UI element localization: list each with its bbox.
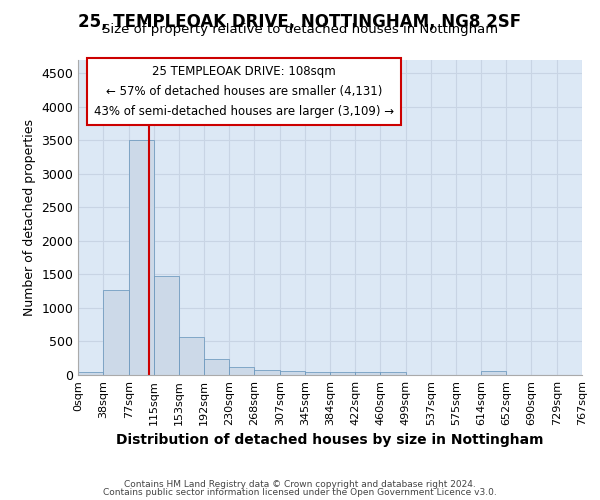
Bar	[280, 372, 305, 375]
Bar	[154, 276, 179, 375]
Text: Contains public sector information licensed under the Open Government Licence v3: Contains public sector information licen…	[103, 488, 497, 497]
Y-axis label: Number of detached properties: Number of detached properties	[23, 119, 36, 316]
Bar	[380, 372, 406, 375]
Bar	[355, 372, 380, 375]
Text: Contains HM Land Registry data © Crown copyright and database right 2024.: Contains HM Land Registry data © Crown c…	[124, 480, 476, 489]
Bar	[103, 290, 128, 375]
Bar	[254, 370, 280, 375]
Text: Size of property relative to detached houses in Nottingham: Size of property relative to detached ho…	[102, 22, 498, 36]
Bar	[229, 368, 254, 375]
Bar	[481, 372, 506, 375]
Bar	[204, 359, 229, 375]
X-axis label: Distribution of detached houses by size in Nottingham: Distribution of detached houses by size …	[116, 434, 544, 448]
Text: 25 TEMPLEOAK DRIVE: 108sqm
← 57% of detached houses are smaller (4,131)
43% of s: 25 TEMPLEOAK DRIVE: 108sqm ← 57% of deta…	[94, 64, 394, 118]
Bar	[305, 372, 331, 375]
Text: 25, TEMPLEOAK DRIVE, NOTTINGHAM, NG8 2SF: 25, TEMPLEOAK DRIVE, NOTTINGHAM, NG8 2SF	[79, 12, 521, 30]
Bar	[128, 140, 154, 375]
Bar	[78, 372, 103, 375]
Bar	[179, 337, 204, 375]
Bar	[331, 372, 355, 375]
